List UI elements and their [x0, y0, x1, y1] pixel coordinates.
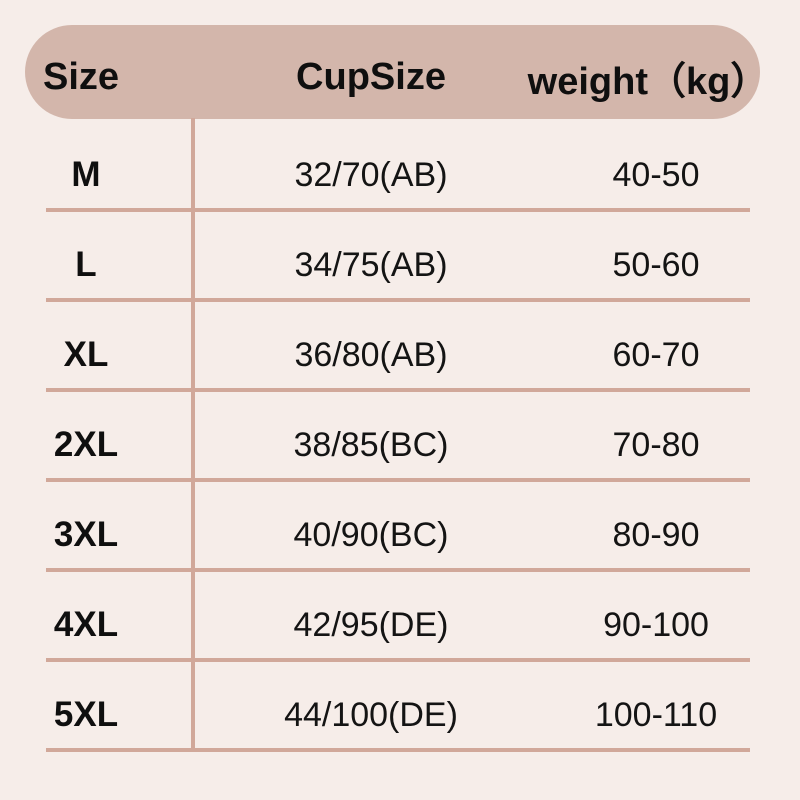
header-size: Size — [42, 55, 120, 98]
cupsize-cell: 38/85(BC) — [293, 425, 449, 464]
header-cupsize: CupSize — [296, 55, 446, 98]
table-header: Size CupSize weight（kg） — [25, 25, 769, 119]
weight-cell: 100-110 — [594, 695, 718, 734]
cupsize-cell: 32/70(AB) — [294, 155, 448, 194]
cupsize-cell: 42/95(DE) — [293, 605, 449, 644]
weight-cell: 80-90 — [612, 515, 700, 554]
table-row: L 34/75(AB) 50-60 — [46, 212, 750, 302]
cupsize-cell: 34/75(AB) — [294, 245, 448, 284]
size-cell: M — [71, 155, 101, 194]
table-row: 4XL 42/95(DE) 90-100 — [46, 572, 750, 662]
size-cell: L — [75, 245, 97, 284]
cupsize-cell: 40/90(BC) — [293, 515, 449, 554]
weight-cell: 40-50 — [612, 155, 700, 194]
size-cell: 2XL — [53, 425, 119, 464]
cupsize-cell: 36/80(AB) — [294, 335, 448, 374]
table-row: 3XL 40/90(BC) 80-90 — [46, 482, 750, 572]
weight-cell: 60-70 — [612, 335, 700, 374]
weight-cell: 50-60 — [612, 245, 700, 284]
column-divider-line — [191, 118, 195, 752]
weight-cell: 90-100 — [603, 605, 709, 644]
size-cell: 3XL — [53, 515, 119, 554]
size-cell: 4XL — [53, 605, 119, 644]
table-row: 2XL 38/85(BC) 70-80 — [46, 392, 750, 482]
table-row: M 32/70(AB) 40-50 — [46, 122, 750, 212]
size-cell: XL — [63, 335, 109, 374]
table-body: M 32/70(AB) 40-50 L 34/75(AB) 50-60 XL 3… — [46, 122, 750, 752]
table-row: XL 36/80(AB) 60-70 — [46, 302, 750, 392]
header-weight: weight（kg） — [527, 60, 769, 103]
size-cell: 5XL — [53, 695, 119, 734]
cupsize-cell: 44/100(DE) — [284, 695, 458, 734]
table-row: 5XL 44/100(DE) 100-110 — [46, 662, 750, 752]
weight-cell: 70-80 — [612, 425, 700, 464]
